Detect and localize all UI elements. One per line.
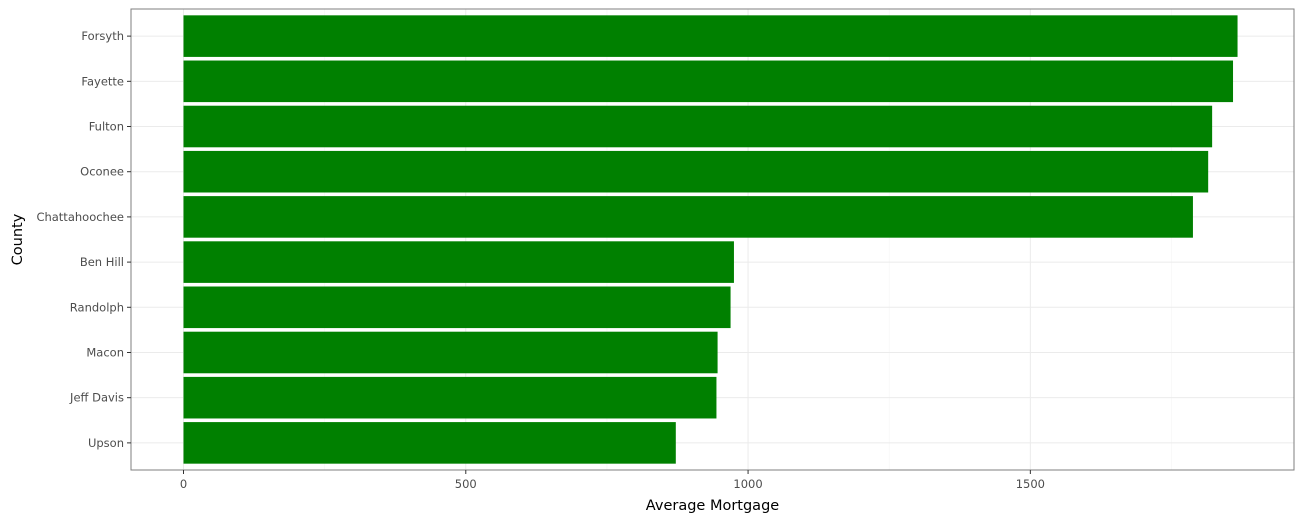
- y-axis-title: County: [10, 213, 26, 265]
- x-axis-title: Average Mortgage: [646, 498, 779, 514]
- x-tick-label: 1500: [1016, 477, 1045, 491]
- panel-border: [130, 8, 1295, 471]
- y-tick-label: Fulton: [89, 120, 124, 134]
- y-tick-label: Upson: [88, 436, 124, 450]
- bar-forsyth: [183, 15, 1238, 57]
- bars: [183, 15, 1238, 464]
- y-tick-label: Fayette: [81, 74, 124, 88]
- y-tick-label: Forsyth: [81, 29, 124, 43]
- bar-fayette: [183, 60, 1234, 103]
- x-tick-label: 1000: [733, 477, 762, 491]
- y-tick-label: Ben Hill: [80, 255, 124, 269]
- axis-ticks: Forsyth Fayette Fulton Oconee Chattahoochee B…: [36, 29, 1045, 491]
- bar-upson: [183, 422, 676, 464]
- bar-ben-hill: [183, 241, 734, 283]
- y-tick-label: Oconee: [80, 165, 124, 179]
- y-tick-label: Chattahoochee: [36, 210, 124, 224]
- y-tick-label: Jeff Davis: [69, 391, 124, 405]
- x-tick-label: 500: [455, 477, 477, 491]
- x-tick-label: 0: [180, 477, 187, 491]
- bar-chattahoochee: [183, 196, 1193, 238]
- bar-fulton: [183, 105, 1213, 148]
- bar-randolph: [183, 286, 731, 329]
- bar-oconee: [183, 150, 1209, 193]
- bar-macon: [183, 331, 718, 374]
- y-tick-label: Randolph: [70, 300, 124, 314]
- bar-jeff-davis: [183, 376, 717, 419]
- y-tick-label: Macon: [86, 345, 124, 359]
